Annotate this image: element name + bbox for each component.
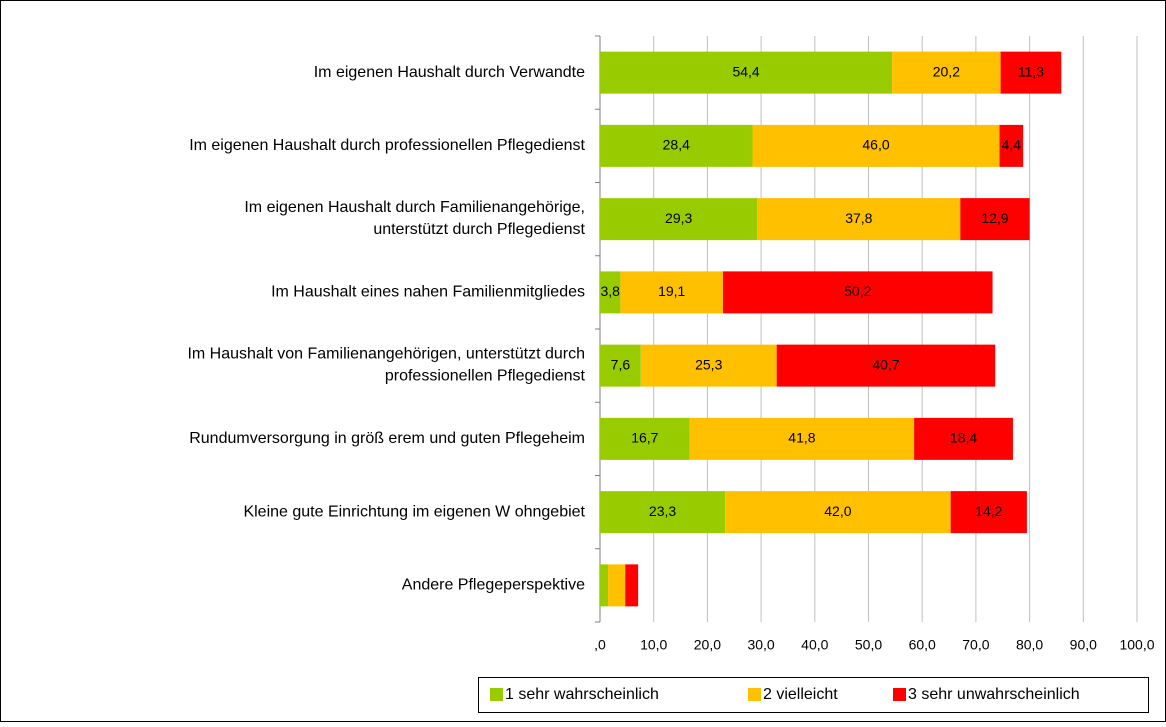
data-label: 20,2 bbox=[933, 63, 960, 79]
bar-segment bbox=[892, 51, 1001, 94]
bar-segment bbox=[914, 417, 1013, 460]
bar-segment bbox=[752, 124, 1000, 167]
bar-segment bbox=[999, 124, 1024, 167]
data-label: 23,3 bbox=[649, 503, 676, 519]
x-tick-label: 60,0 bbox=[909, 637, 936, 653]
y-tick-label: Im eigenen Haushalt durch Familienangehö… bbox=[244, 199, 585, 238]
legend-swatch bbox=[893, 688, 906, 701]
bar-segment bbox=[640, 344, 777, 387]
data-label: 19,1 bbox=[658, 283, 685, 299]
data-label: 12,9 bbox=[981, 210, 1008, 226]
x-tick-label: 50,0 bbox=[855, 637, 882, 653]
bar-segment bbox=[757, 198, 961, 241]
x-tick-label: 100,0 bbox=[1119, 637, 1154, 653]
bar-segment bbox=[608, 564, 626, 607]
legend-swatch bbox=[748, 688, 761, 701]
y-tick-label: Andere Pflegeperspektive bbox=[402, 577, 585, 594]
x-tick-label: 30,0 bbox=[747, 637, 774, 653]
data-label: 28,4 bbox=[663, 137, 690, 153]
bar-segment bbox=[600, 491, 726, 534]
legend-swatch bbox=[490, 688, 503, 701]
y-tick-label: Kleine gute Einrichtung im eigenen W ohn… bbox=[243, 503, 585, 520]
bar-segment bbox=[625, 564, 639, 607]
x-tick-label: 70,0 bbox=[962, 637, 989, 653]
legend-label: 1 sehr wahrscheinlich bbox=[505, 686, 659, 703]
data-label: 46,0 bbox=[862, 137, 889, 153]
data-label: 41,8 bbox=[788, 430, 815, 446]
data-label: 25,3 bbox=[695, 356, 722, 372]
bar-segment bbox=[600, 564, 609, 607]
bar-segment bbox=[600, 51, 893, 94]
bar-segment bbox=[600, 271, 621, 314]
x-tick-label: 10,0 bbox=[640, 637, 667, 653]
legend-box bbox=[478, 677, 1149, 713]
data-label: 50,2 bbox=[844, 283, 871, 299]
bar-segment bbox=[960, 198, 1030, 241]
data-label: 7,6 bbox=[611, 356, 631, 372]
bar-segment bbox=[950, 491, 1027, 534]
data-label: 11,3 bbox=[1018, 63, 1044, 79]
y-tick-label: Im eigenen Haushalt durch Verwandte bbox=[314, 64, 585, 81]
data-label: 42,0 bbox=[824, 503, 851, 519]
x-tick-label: 80,0 bbox=[1016, 637, 1043, 653]
y-tick-label: Im Haushalt eines nahen Familienmitglied… bbox=[271, 284, 585, 301]
bar-segment bbox=[600, 198, 758, 241]
data-label: 3,8 bbox=[600, 283, 620, 299]
data-label: 4,4 bbox=[1002, 137, 1022, 153]
data-label: 14,2 bbox=[975, 503, 1002, 519]
x-tick-label: ,0 bbox=[594, 637, 606, 653]
x-tick-label: 90,0 bbox=[1070, 637, 1097, 653]
data-label: 16,7 bbox=[631, 430, 658, 446]
bar-segment bbox=[776, 344, 996, 387]
y-tick-label: Rundumversorgung in größ erem und guten … bbox=[189, 430, 585, 447]
x-tick-label: 40,0 bbox=[801, 637, 828, 653]
data-label: 18,4 bbox=[950, 430, 977, 446]
bar-segment bbox=[600, 124, 753, 167]
bar-segment bbox=[600, 417, 690, 460]
x-tick-label: 20,0 bbox=[694, 637, 721, 653]
bar-segment bbox=[689, 417, 915, 460]
data-label: 40,7 bbox=[872, 356, 899, 372]
y-tick-label: Im Haushalt von Familienangehörigen, unt… bbox=[187, 346, 585, 385]
y-tick-label: Im eigenen Haushalt durch professionelle… bbox=[189, 137, 585, 154]
data-label: 37,8 bbox=[845, 210, 872, 226]
data-label: 29,3 bbox=[665, 210, 692, 226]
bar-segment bbox=[1000, 51, 1062, 94]
bar-segment bbox=[722, 271, 993, 314]
data-label: 54,4 bbox=[732, 63, 759, 79]
bar-segment bbox=[620, 271, 723, 314]
bar-segment bbox=[725, 491, 951, 534]
legend-label: 3 sehr unwahrscheinlich bbox=[908, 686, 1080, 703]
bar-segment bbox=[600, 344, 641, 387]
legend-label: 2 vielleicht bbox=[763, 686, 838, 703]
